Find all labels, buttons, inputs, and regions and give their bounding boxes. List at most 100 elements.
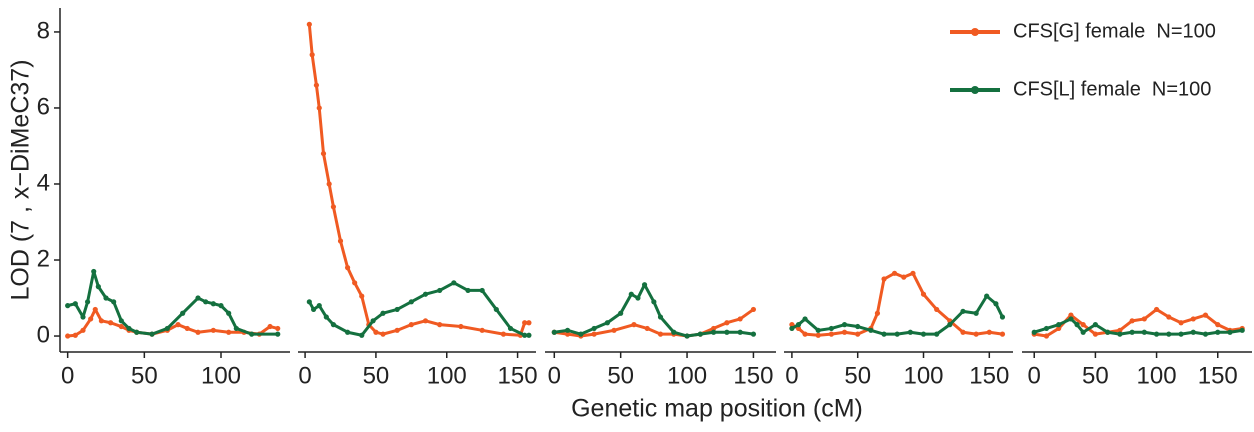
- point: [828, 331, 834, 337]
- point: [344, 265, 351, 271]
- point: [1074, 322, 1080, 328]
- point: [841, 329, 848, 335]
- point: [103, 295, 109, 301]
- point: [874, 310, 881, 316]
- point: [644, 325, 650, 332]
- point: [394, 306, 400, 313]
- series-line: [791, 294, 1004, 336]
- point: [1117, 327, 1123, 333]
- point: [828, 325, 834, 332]
- point: [641, 282, 648, 288]
- point: [564, 327, 571, 333]
- point: [184, 325, 190, 332]
- point: [711, 325, 717, 332]
- point: [795, 325, 802, 332]
- x-tick-label: 50: [1082, 362, 1109, 389]
- series-line: [791, 271, 1003, 337]
- point: [802, 316, 808, 322]
- point: [437, 287, 443, 294]
- point: [149, 331, 155, 337]
- point: [986, 329, 992, 335]
- point: [80, 314, 86, 320]
- y-tick-label: 4: [37, 169, 50, 196]
- point: [1153, 331, 1160, 337]
- point: [92, 306, 98, 313]
- y-tick-label: 6: [37, 93, 50, 120]
- point: [999, 314, 1006, 320]
- point: [1190, 329, 1196, 335]
- point: [724, 320, 730, 326]
- point: [408, 322, 414, 328]
- y-axis-label: LOD (7 , x−DiMeC37): [7, 59, 35, 300]
- point: [359, 293, 365, 299]
- point: [960, 308, 966, 314]
- point: [789, 325, 795, 332]
- point: [891, 270, 898, 276]
- point: [370, 318, 376, 324]
- point: [394, 327, 400, 333]
- point: [1129, 329, 1135, 335]
- point: [611, 327, 617, 333]
- point: [275, 331, 281, 337]
- legend-swatch-dot: [971, 28, 979, 36]
- point: [855, 331, 861, 337]
- point: [750, 306, 757, 313]
- point: [973, 310, 979, 316]
- point: [920, 331, 927, 337]
- point: [226, 329, 232, 335]
- series-line: [67, 269, 278, 336]
- point: [118, 323, 124, 330]
- point: [1215, 329, 1221, 335]
- point: [98, 318, 104, 324]
- point: [210, 327, 216, 333]
- point: [578, 331, 584, 337]
- point: [881, 276, 887, 282]
- point: [320, 150, 327, 157]
- point: [1153, 306, 1160, 313]
- x-tick-label: 0: [61, 362, 74, 389]
- point: [330, 204, 337, 210]
- point: [180, 310, 186, 316]
- x-tick-label: 100: [427, 362, 467, 389]
- point: [651, 299, 657, 305]
- x-axis-label: Genetic map position (cM): [571, 395, 863, 423]
- point: [910, 270, 916, 276]
- point: [795, 322, 802, 328]
- point: [422, 318, 429, 324]
- point: [1080, 329, 1086, 335]
- point: [737, 329, 743, 335]
- point: [635, 295, 641, 301]
- point: [1202, 331, 1209, 337]
- point: [95, 284, 101, 290]
- point: [493, 306, 499, 313]
- point: [993, 301, 999, 307]
- point: [1056, 322, 1062, 328]
- x-tick-label: 100: [667, 362, 707, 389]
- point: [359, 332, 365, 338]
- point: [737, 316, 743, 322]
- point: [175, 322, 181, 328]
- point: [85, 299, 91, 305]
- point: [526, 320, 532, 326]
- point: [901, 274, 907, 280]
- point: [108, 320, 114, 326]
- point: [65, 303, 71, 309]
- point: [1043, 325, 1050, 332]
- x-tick-label: 150: [498, 362, 538, 389]
- x-tick-label: 50: [607, 362, 634, 389]
- point: [1141, 316, 1147, 322]
- point: [380, 331, 386, 337]
- x-tick-label: 150: [733, 362, 773, 389]
- point: [881, 331, 887, 337]
- point: [344, 329, 351, 335]
- point: [711, 329, 717, 335]
- point: [330, 322, 337, 328]
- point: [564, 331, 571, 337]
- point: [164, 325, 170, 332]
- point: [479, 287, 485, 294]
- point: [1141, 329, 1147, 335]
- point: [1117, 331, 1123, 337]
- point: [815, 332, 821, 338]
- point: [591, 331, 597, 337]
- point: [380, 310, 386, 316]
